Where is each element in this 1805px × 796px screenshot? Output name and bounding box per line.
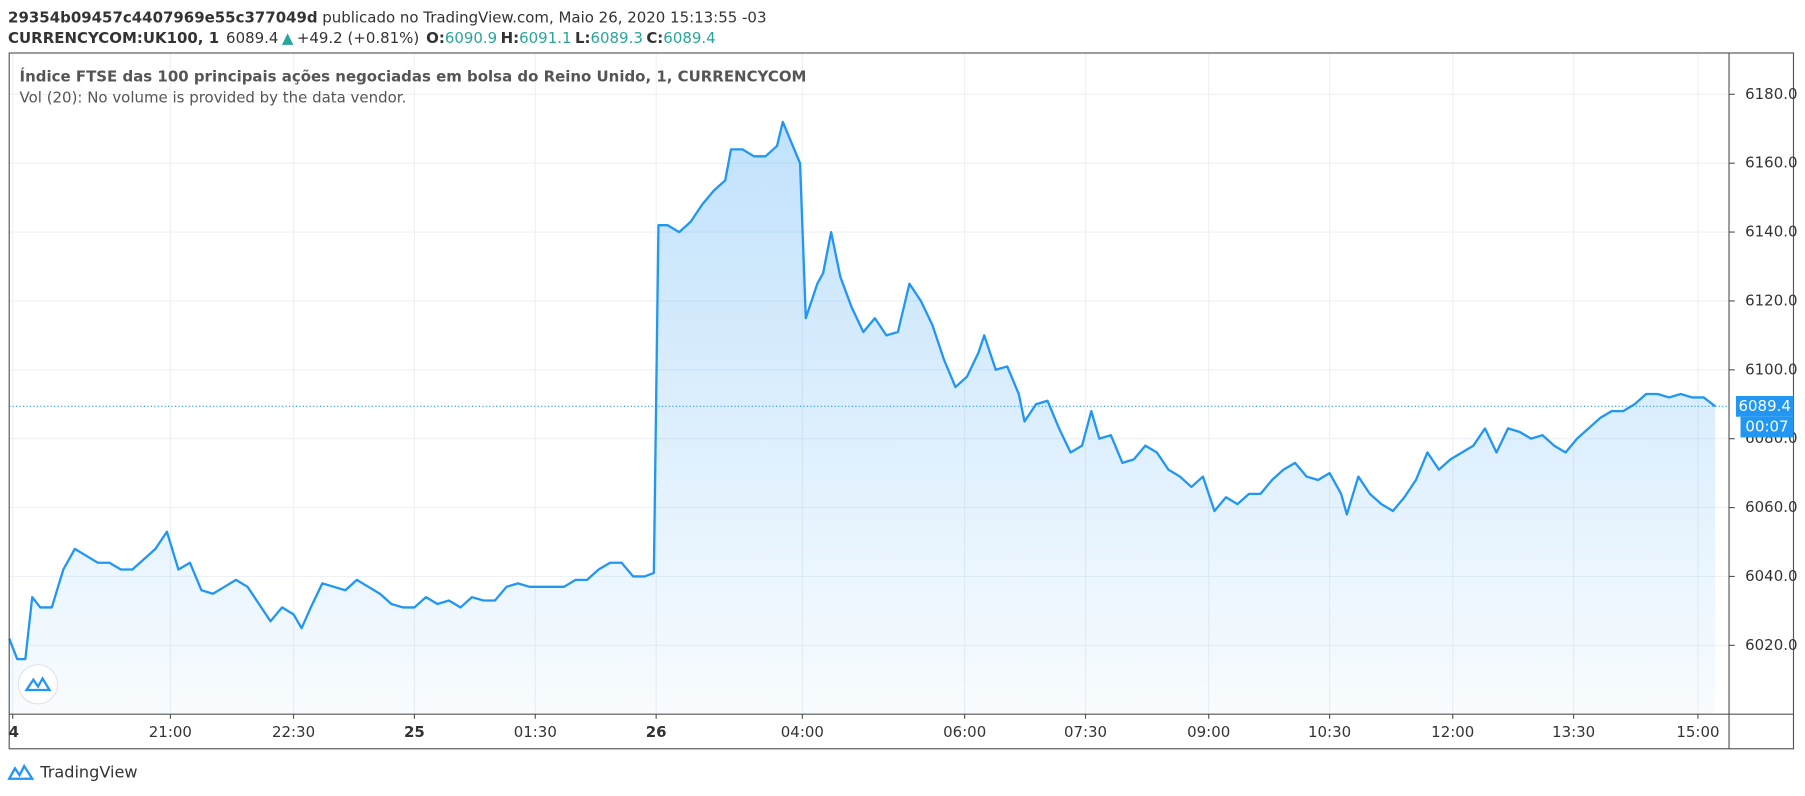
ohlc-value: 6089.3	[591, 29, 643, 47]
x-tick-label: 04:00	[781, 723, 824, 741]
x-tick-label: 12:00	[1431, 723, 1474, 741]
up-arrow: ▲	[282, 29, 294, 47]
y-tick-label: 6040.0	[1745, 567, 1797, 585]
last-price-tag	[1735, 395, 1794, 417]
x-tick-label: 01:30	[514, 723, 557, 741]
x-tick-label: 15:00	[1676, 723, 1719, 741]
y-tick-label: 6100.0	[1745, 360, 1797, 378]
last-price-label: 6089.4	[1739, 397, 1791, 415]
y-tick-label: 6140.0	[1745, 223, 1797, 241]
chart-title: Índice FTSE das 100 principais ações neg…	[20, 67, 807, 86]
y-tick-label: 6020.0	[1745, 636, 1797, 654]
ohlc-label: O:	[426, 29, 445, 47]
y-tick-label: 6060.0	[1745, 498, 1797, 516]
ohlc-value: 6089.4	[663, 29, 715, 47]
x-tick-label: 25	[404, 723, 425, 741]
footer-logo	[7, 763, 35, 780]
countdown-label: 00:07	[1745, 418, 1788, 436]
ohlc-label: C:	[646, 29, 663, 47]
x-tick-label: 09:00	[1187, 723, 1230, 741]
x-tick-label: 4	[9, 723, 19, 741]
area-fill	[9, 121, 1716, 715]
header-line-2: CURRENCYCOM:UK100, 1 6089.4 ▲ +49.2 (+0.81%…	[8, 29, 716, 47]
symbol: CURRENCYCOM:UK100, 1	[8, 29, 219, 47]
chart-subtitle: Vol (20): No volume is provided by the d…	[20, 88, 407, 106]
x-tick-label: 13:30	[1552, 723, 1595, 741]
x-tick-label: 22:30	[272, 723, 315, 741]
ohlc-label: L:	[575, 29, 591, 47]
footer-brand[interactable]: TradingView	[39, 762, 137, 781]
y-tick-label: 6160.0	[1745, 154, 1797, 172]
last-price: 6089.4	[226, 29, 278, 47]
published: publicado no TradingView.com, Maio 26, 2…	[322, 8, 766, 26]
logo-button[interactable]	[17, 664, 59, 705]
header-line-1: 29354b09457c4407969e55c377049d publicado …	[8, 8, 766, 26]
x-tick-label: 06:00	[943, 723, 986, 741]
ohlc-value: 6091.1	[519, 29, 571, 47]
plot	[8, 120, 1730, 715]
x-tick-label: 21:00	[149, 723, 192, 741]
x-tick-label: 07:30	[1064, 723, 1107, 741]
y-tick-label: 6180.0	[1745, 85, 1797, 103]
logo-icon[interactable]	[24, 676, 52, 692]
x-tick-label: 26	[646, 723, 667, 741]
ohlc-value: 6090.9	[445, 29, 497, 47]
ohlc-label: H:	[501, 29, 520, 47]
change: +49.2 (+0.81%)	[297, 29, 419, 47]
countdown-tag	[1740, 416, 1794, 438]
x-tick-label: 10:30	[1308, 723, 1351, 741]
author: 29354b09457c4407969e55c377049d	[8, 8, 318, 26]
y-tick-label: 6120.0	[1745, 291, 1797, 309]
price-line	[8, 120, 1716, 661]
